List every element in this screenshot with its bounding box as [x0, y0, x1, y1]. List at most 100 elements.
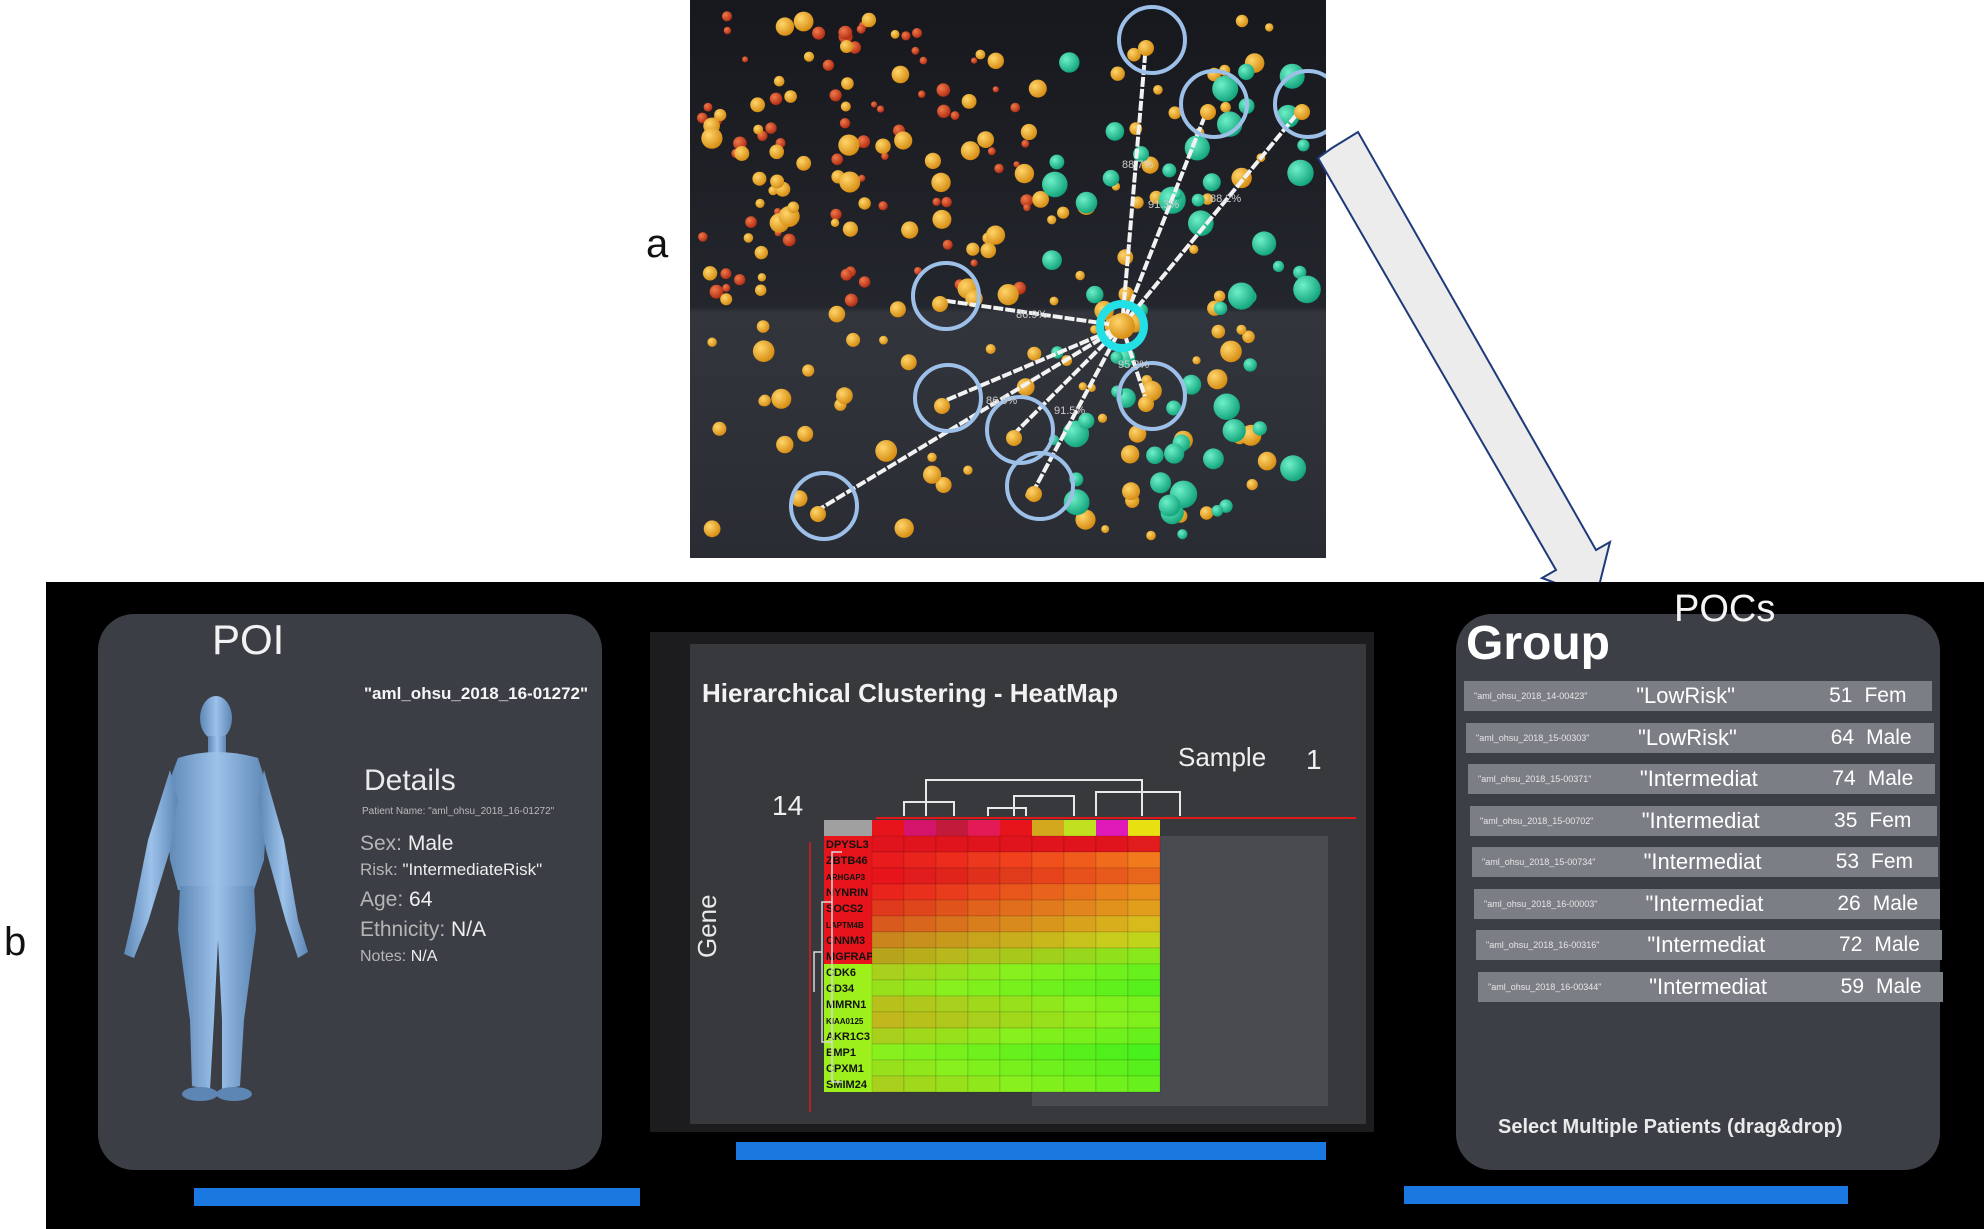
patient-sphere[interactable] [797, 425, 814, 442]
patient-sphere[interactable] [714, 108, 727, 122]
patient-sphere[interactable] [861, 12, 877, 28]
patient-sphere[interactable] [765, 122, 777, 134]
similar-patient-sphere[interactable] [1138, 40, 1154, 56]
patient-similarity-3d-view[interactable]: 88.7% 91.3% 88.2% 86.6% 95.2% 86.9% 91.5… [690, 0, 1326, 558]
patient-sphere[interactable] [1020, 194, 1033, 207]
similar-patient-sphere[interactable] [1006, 430, 1022, 446]
patient-sphere[interactable] [698, 232, 708, 242]
patient-sphere[interactable] [755, 198, 765, 208]
patient-sphere[interactable] [1097, 413, 1108, 423]
selected-patient-ring[interactable] [1096, 300, 1148, 352]
patient-sphere[interactable] [1265, 23, 1274, 32]
patient-sphere[interactable] [844, 293, 858, 307]
patient-sphere[interactable] [1297, 139, 1310, 152]
patient-sphere[interactable] [875, 138, 891, 154]
patient-sphere[interactable] [890, 29, 900, 39]
similar-patient-ring[interactable] [789, 471, 859, 541]
patient-sphere[interactable] [1057, 206, 1070, 219]
patient-sphere[interactable] [1207, 369, 1228, 390]
patient-sphere[interactable] [1213, 393, 1240, 420]
patient-sphere[interactable] [879, 335, 888, 345]
patient-sphere[interactable] [1227, 282, 1256, 310]
patient-sphere[interactable] [836, 387, 853, 405]
patient-sphere[interactable] [1086, 285, 1104, 304]
patient-sphere[interactable] [987, 52, 1004, 69]
patient-sphere[interactable] [1153, 85, 1163, 95]
patient-sphere[interactable] [975, 49, 986, 60]
patient-sphere[interactable] [1201, 193, 1214, 205]
patient-sphere[interactable] [950, 111, 960, 120]
patient-sphere[interactable] [769, 144, 784, 160]
patient-sphere[interactable] [1168, 106, 1182, 120]
patient-sphere[interactable] [787, 201, 800, 214]
patient-sphere[interactable] [881, 152, 889, 160]
patient-sphere[interactable] [875, 440, 898, 462]
patient-sphere[interactable] [1222, 419, 1246, 443]
patient-sphere[interactable] [1078, 412, 1095, 429]
similar-patient-ring[interactable] [913, 363, 983, 433]
patient-sphere[interactable] [1272, 260, 1285, 272]
patient-sphere[interactable] [1049, 154, 1065, 170]
patient-sphere[interactable] [871, 101, 878, 108]
patient-sphere[interactable] [963, 465, 973, 475]
patient-sphere[interactable] [1246, 479, 1258, 491]
patient-sphere[interactable] [830, 208, 842, 220]
patient-sphere[interactable] [1236, 324, 1247, 335]
patient-sphere[interactable] [842, 221, 858, 237]
patient-sphere[interactable] [1243, 358, 1257, 372]
patient-sphere[interactable] [1059, 52, 1080, 73]
patient-sphere[interactable] [759, 394, 771, 407]
similar-patient-ring[interactable] [1179, 69, 1249, 139]
patient-spheres[interactable] [697, 11, 1321, 541]
patient-sphere[interactable] [1211, 505, 1224, 517]
patient-sphere[interactable] [1010, 102, 1020, 113]
patient-sphere[interactable] [840, 40, 853, 53]
similar-patient-ring[interactable] [1117, 361, 1187, 431]
similar-patient-sphere[interactable] [810, 506, 826, 522]
patient-sphere[interactable] [840, 101, 851, 112]
patient-sphere[interactable] [812, 26, 826, 40]
patient-sphere[interactable] [712, 421, 727, 436]
patient-sphere[interactable] [889, 301, 906, 318]
patient-sphere[interactable] [997, 284, 1019, 306]
patient-sphere[interactable] [924, 152, 941, 169]
patient-sphere[interactable] [720, 268, 732, 280]
patient-sphere[interactable] [1213, 290, 1226, 302]
patient-sphere[interactable] [966, 242, 980, 256]
patient-sphere[interactable] [1027, 346, 1042, 361]
patient-sphere[interactable] [770, 174, 785, 189]
patient-sphere[interactable] [1150, 472, 1172, 494]
patient-sphere[interactable] [901, 31, 911, 41]
patient-sphere[interactable] [1110, 66, 1125, 81]
similar-patient-ring[interactable] [911, 261, 981, 331]
similar-patient-sphere[interactable] [1138, 396, 1154, 412]
patient-sphere[interactable] [1235, 14, 1249, 28]
similar-patient-sphere[interactable] [1294, 104, 1310, 120]
patient-sphere[interactable] [936, 83, 951, 97]
patient-sphere[interactable] [840, 268, 853, 281]
patient-sphere[interactable] [858, 197, 871, 210]
similar-patient-ring[interactable] [1273, 69, 1326, 139]
patient-sphere[interactable] [1212, 75, 1239, 102]
group-patient-row[interactable]: "aml_ohsu_2018_16-00003" "Intermediat 26 Ma… [1474, 888, 1940, 919]
group-patient-row[interactable]: "aml_ohsu_2018_15-00734" "Intermediat 53 Fe… [1472, 847, 1939, 877]
similar-patient-ring[interactable] [1117, 5, 1187, 75]
patient-sphere[interactable] [754, 245, 768, 260]
patient-sphere[interactable] [1146, 446, 1164, 465]
patient-sphere[interactable] [802, 364, 815, 377]
patient-sphere[interactable] [856, 24, 866, 34]
patient-sphere[interactable] [841, 77, 854, 90]
human-body-model-icon[interactable] [118, 690, 318, 1104]
patient-sphere[interactable] [1188, 210, 1214, 236]
patient-sphere[interactable] [769, 92, 783, 106]
patient-sphere[interactable] [757, 273, 767, 282]
patient-sphere[interactable] [894, 518, 914, 538]
patient-sphere[interactable] [900, 354, 917, 371]
patient-sphere[interactable] [901, 221, 919, 239]
patient-sphere[interactable] [980, 242, 997, 259]
patient-sphere[interactable] [1166, 400, 1182, 416]
patient-sphere[interactable] [703, 520, 721, 538]
patient-sphere[interactable] [1220, 340, 1242, 363]
patient-sphere[interactable] [932, 197, 941, 206]
patient-sphere[interactable] [703, 102, 713, 112]
